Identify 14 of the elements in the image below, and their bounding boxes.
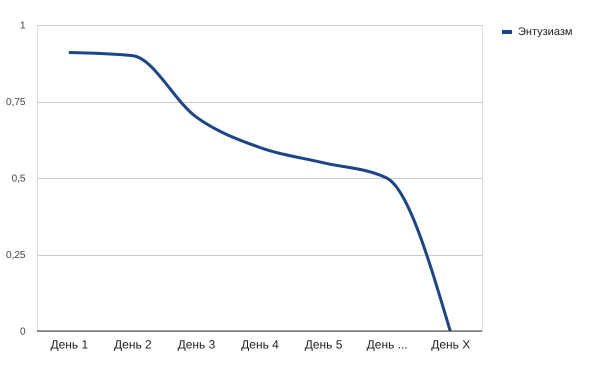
y-tick-label: 0 bbox=[20, 326, 26, 338]
y-tick-label: 1 bbox=[20, 20, 26, 32]
y-tick-label: 0,25 bbox=[6, 250, 26, 261]
x-tick-label: День 1 bbox=[50, 338, 88, 352]
x-tick-label: День 2 bbox=[114, 338, 152, 352]
x-tick-label: День 5 bbox=[304, 338, 343, 352]
line-series bbox=[67, 51, 452, 332]
legend-label: Энтузиазм bbox=[518, 26, 572, 38]
y-tick-label: 0,75 bbox=[6, 97, 26, 108]
x-tick-label: День 4 bbox=[241, 338, 280, 352]
y-tick-label: 0,5 bbox=[12, 174, 26, 184]
x-tick-label: День ... bbox=[366, 338, 408, 352]
x-tick-label: День 3 bbox=[178, 338, 216, 352]
x-tick-label: День X bbox=[431, 338, 470, 352]
